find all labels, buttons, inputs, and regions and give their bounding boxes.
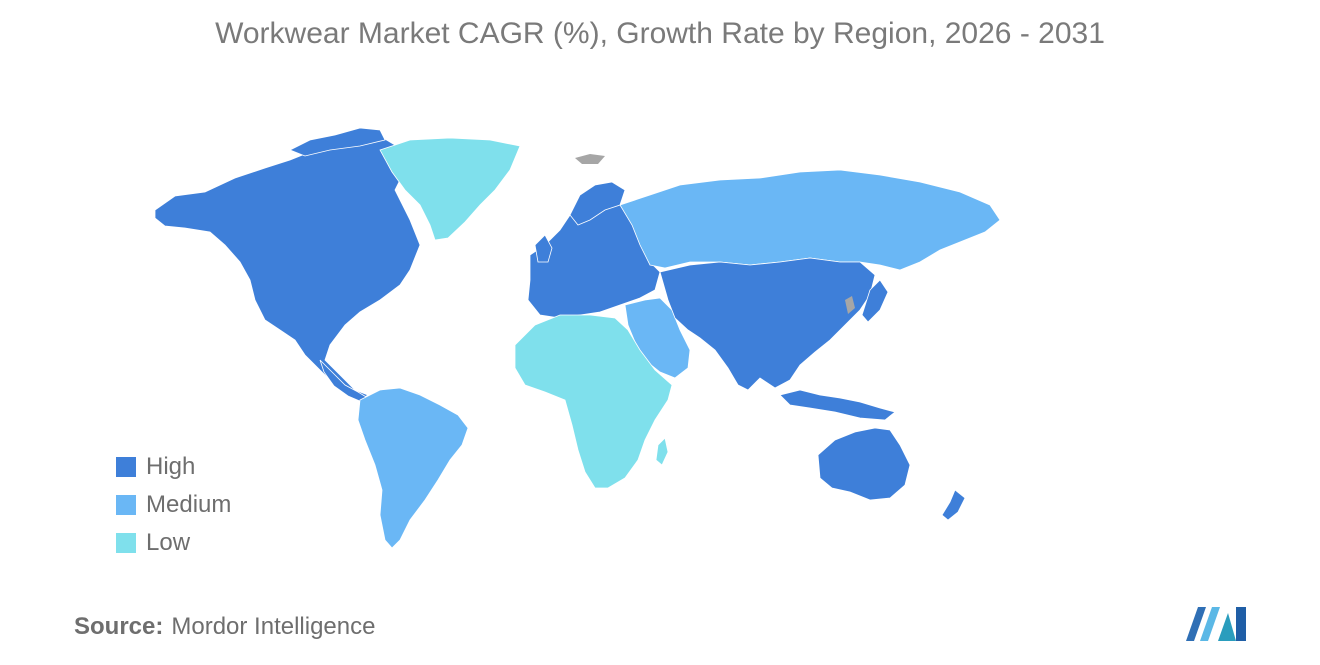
source-value: Mordor Intelligence (171, 613, 376, 640)
region-new-zealand (941, 489, 966, 521)
region-greenland (379, 137, 521, 241)
region-uk (534, 234, 553, 263)
legend-item-low: Low (116, 524, 231, 562)
chart-title: Workwear Market CAGR (%), Growth Rate by… (215, 17, 1105, 50)
source-note: Source: Mordor Intelligence (74, 613, 375, 641)
region-south-america (357, 387, 469, 549)
region-north-america (154, 135, 421, 401)
region-korea (845, 296, 855, 314)
legend-swatch-medium (116, 495, 136, 515)
region-africa (514, 314, 673, 489)
source-key: Source: (74, 613, 164, 640)
legend-label-low: Low (146, 529, 191, 556)
legend-item-medium: Medium (116, 486, 231, 524)
region-arctic-islands (289, 127, 386, 157)
region-scandinavia (569, 181, 626, 226)
legend: High Medium Low (116, 448, 231, 562)
region-svalbard (575, 154, 605, 164)
legend-label-high: High (146, 453, 196, 480)
region-se-asia-islands (779, 389, 896, 421)
region-madagascar (655, 437, 669, 466)
region-asia (659, 257, 876, 391)
mordor-intelligence-logo (1186, 607, 1246, 641)
region-russia (619, 169, 1001, 271)
legend-item-high: High (116, 448, 231, 486)
legend-swatch-low (116, 533, 136, 553)
region-australia (817, 427, 911, 501)
region-japan (861, 279, 889, 323)
legend-label-medium: Medium (146, 491, 232, 518)
legend-swatch-high (116, 457, 136, 477)
